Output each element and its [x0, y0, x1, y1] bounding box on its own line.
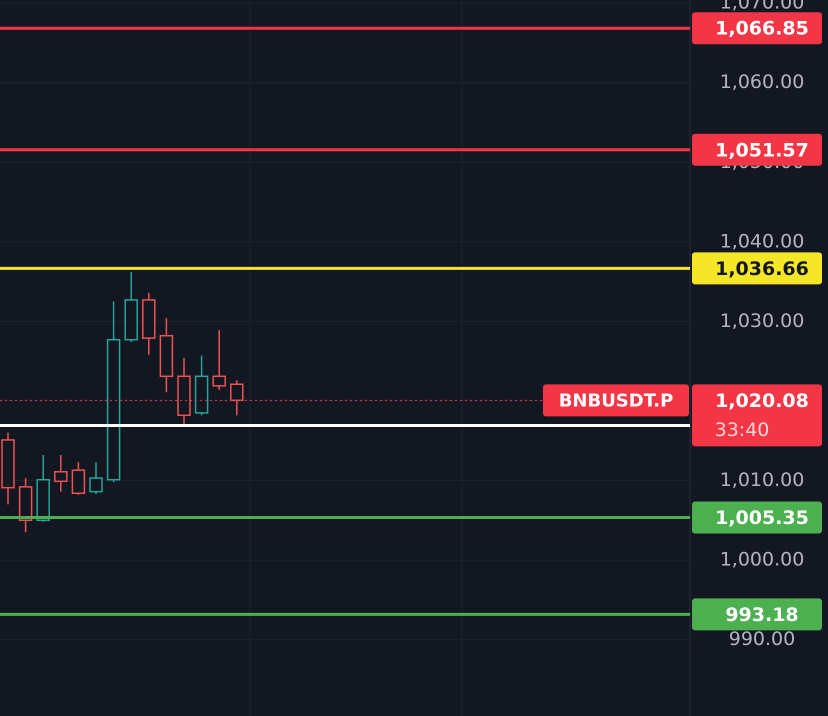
candle-body [106, 338, 121, 481]
level-label: 1,066.85 [715, 18, 809, 40]
level-layer: 1,066.851,051.571,036.661,016.911,005.35… [0, 12, 822, 631]
level-label: 1,051.57 [715, 139, 809, 161]
level-label: 993.18 [725, 604, 798, 626]
candle-body [36, 478, 50, 522]
y-tick-label: 1,070.00 [720, 0, 805, 14]
level-label: 1,036.66 [715, 258, 809, 280]
y-tick-label: 1,010.00 [720, 469, 805, 491]
candle-body [89, 477, 103, 493]
candle-layer [1, 272, 244, 533]
candle-body [159, 334, 174, 378]
candle-body [194, 375, 209, 414]
candle-body [124, 299, 138, 341]
candle-body [54, 471, 68, 483]
candle-body [18, 486, 33, 522]
candle-body [212, 375, 226, 387]
y-tick-label: 990.00 [729, 628, 795, 650]
candle-body [230, 383, 244, 402]
level-label-box [692, 133, 822, 166]
countdown: 33:40 [715, 419, 770, 441]
y-tick-label: 1,040.00 [720, 230, 805, 252]
level-label-box [692, 598, 822, 631]
y-tick-label: 1,060.00 [720, 71, 805, 93]
symbol-label: BNBUSDT.P [559, 390, 674, 411]
level-label: 1,005.35 [715, 507, 809, 529]
last-price-box [692, 384, 822, 447]
level-label-box [692, 252, 822, 285]
candle-body [142, 299, 156, 339]
candle-body [1, 439, 15, 489]
symbol-box [543, 384, 689, 417]
candle-body [71, 469, 86, 494]
y-tick-label: 1,030.00 [720, 310, 805, 332]
level-label-box [692, 501, 822, 534]
level-label-box [692, 12, 822, 45]
last-price-label: 1,020.08 [715, 390, 809, 412]
y-tick-label: 1,000.00 [720, 549, 805, 571]
candle-body [177, 375, 191, 417]
